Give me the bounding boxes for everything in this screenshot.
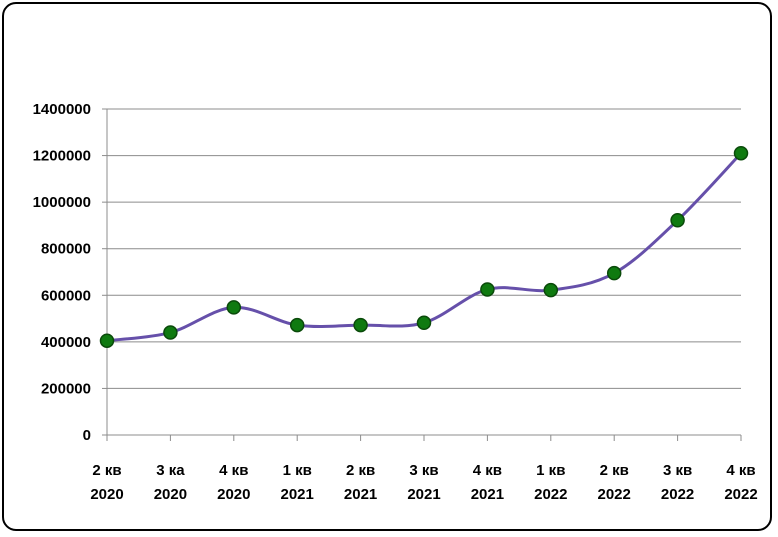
x-tick-labels: 2 кв 2020 3 ка 2020 4 кв 2020 1 кв 2021 2 кв 2021… [90,462,757,503]
x-tick-label: 4 кв 2022 [724,462,757,503]
x-tick-label: 3 кв 2022 [661,462,694,503]
data-point [99,333,115,348]
y-tick-label: 200000 [41,380,91,397]
x-tick-label: 2 кв 2020 [90,462,123,503]
x-tick-label: 3 кв 2021 [407,462,440,503]
data-point [543,282,559,298]
x-tick-label: 2 кв 2022 [598,462,631,503]
y-tick-label: 0 [83,427,91,444]
y-tick-label: 800000 [41,241,91,258]
data-point [733,145,749,161]
data-point [606,265,622,281]
data-point [289,317,305,333]
y-tick-label: 1400000 [33,101,91,118]
x-tick-label: 1 кв 2021 [281,462,314,503]
y-tick-label: 1000000 [33,194,91,211]
data-point [480,282,495,297]
chart-frame [2,2,772,531]
x-tick-label: 3 ка 2020 [154,462,187,503]
x-tick-label: 1 кв 2022 [534,462,567,503]
x-tick-label: 4 кв 2020 [217,462,250,503]
axes [102,108,742,441]
data-point [163,325,178,340]
y-tick-label: 400000 [41,334,91,351]
y-tick-labels: 0 200000 400000 600000 800000 1000000 1200000 1… [33,101,91,444]
data-point [226,300,242,315]
y-tick-label: 600000 [41,287,91,304]
series-line [106,152,743,343]
data-point [353,317,368,333]
y-tick-label: 1200000 [33,148,91,165]
x-tick-label: 2 кв 2021 [344,462,377,503]
data-point [670,213,685,228]
x-tick-label: 4 кв 2021 [471,462,504,503]
gridlines [107,108,741,389]
data-point [416,315,432,331]
data-points [99,145,749,348]
